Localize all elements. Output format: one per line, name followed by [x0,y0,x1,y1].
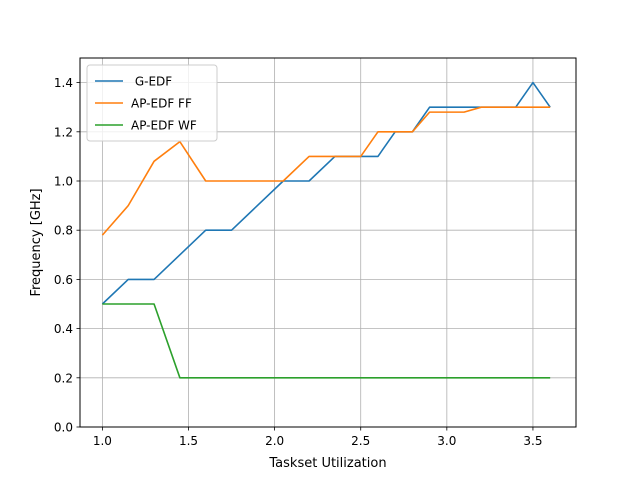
legend-box [86,64,218,142]
y-tick-label: 1.0 [54,175,73,189]
legend-label: AP-EDF FF [131,97,192,111]
y-tick-label: 0.4 [54,322,73,336]
y-tick-label: 0.6 [54,273,73,287]
series-line-3 [102,303,551,379]
x-tick-label: 3.5 [523,434,542,448]
y-tick-label: 1.2 [54,125,73,139]
axes-frame [79,57,577,428]
x-tick-label: 1.5 [179,434,198,448]
y-tick-label: 0.2 [54,371,73,385]
x-axis-label: Taskset Utilization [268,456,386,471]
legend: G-EDF AP-EDF FF AP-EDF WF [86,64,218,142]
series-lines [101,81,551,379]
y-axis-label: Frequency [GHz] [29,188,44,296]
series-line-2 [101,106,551,236]
y-tick-label: 0.0 [54,421,73,435]
y-tick-label: 0.8 [54,224,73,238]
x-tick-label: 2.0 [265,434,284,448]
legend-label: G-EDF [131,75,172,89]
legend-label: AP-EDF WF [131,119,197,133]
axis-ticks: 1.0 1.5 2.0 2.5 3.0 3.5 0.0 0.2 0.4 0.6 0.8 1.0 1.2 1… [54,76,543,448]
x-tick-label: 3.0 [437,434,456,448]
x-tick-label: 1.0 [93,434,112,448]
x-tick-label: 2.5 [351,434,370,448]
y-tick-label: 1.4 [54,76,73,90]
